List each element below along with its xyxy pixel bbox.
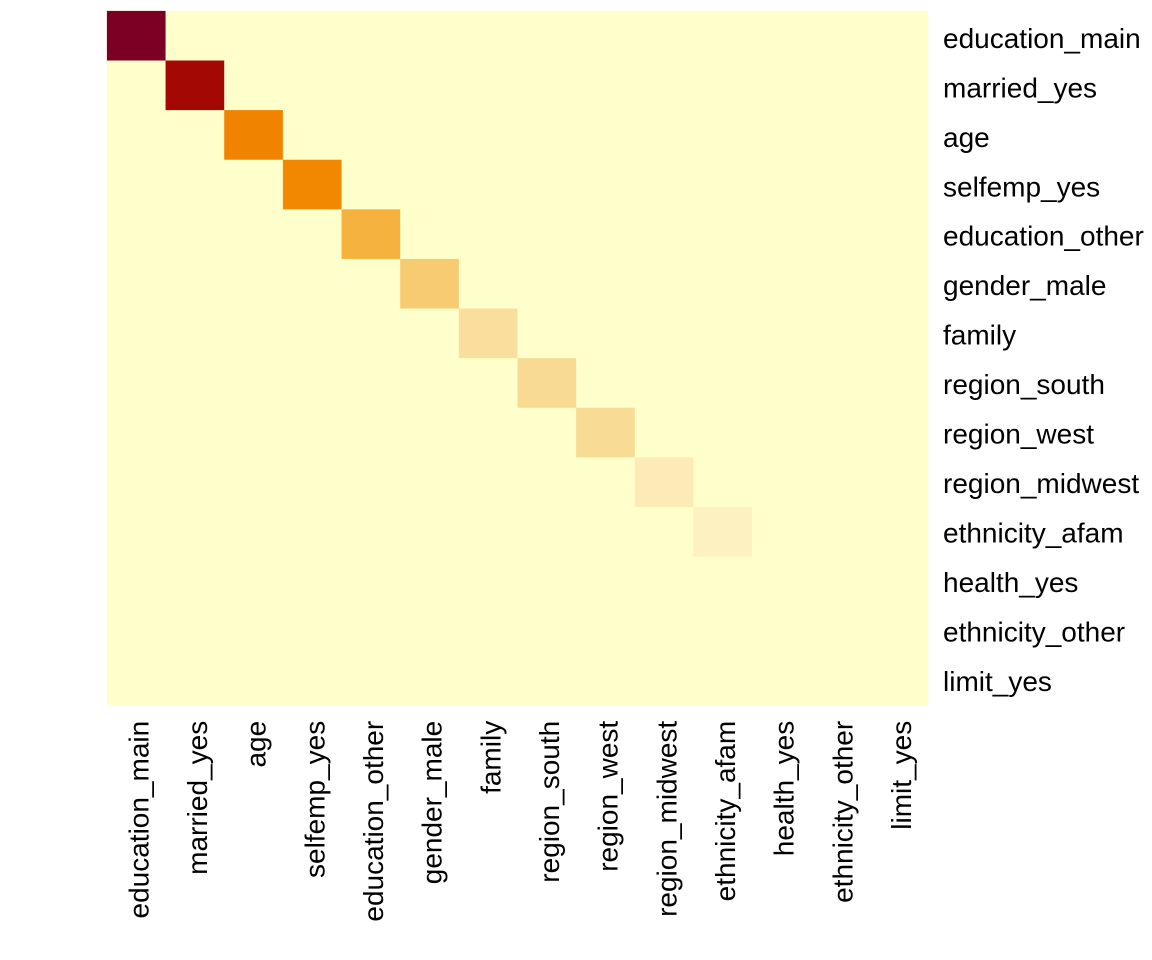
svg-text:age: age <box>943 122 990 153</box>
svg-text:region_midwest: region_midwest <box>651 721 682 917</box>
svg-text:health_yes: health_yes <box>769 721 800 856</box>
svg-text:health_yes: health_yes <box>943 567 1078 598</box>
svg-text:married_yes: married_yes <box>943 72 1097 103</box>
svg-text:limit_yes: limit_yes <box>886 721 917 830</box>
svg-text:ethnicity_other: ethnicity_other <box>943 616 1125 647</box>
svg-text:region_south: region_south <box>943 369 1105 400</box>
svg-text:education_main: education_main <box>123 721 154 919</box>
svg-text:age: age <box>241 721 272 768</box>
svg-text:limit_yes: limit_yes <box>943 666 1052 697</box>
svg-text:education_main: education_main <box>943 23 1141 54</box>
svg-text:married_yes: married_yes <box>182 721 213 875</box>
svg-text:ethnicity_other: ethnicity_other <box>827 721 858 903</box>
svg-text:gender_male: gender_male <box>417 721 448 884</box>
svg-text:region_midwest: region_midwest <box>943 468 1139 499</box>
svg-text:region_south: region_south <box>534 721 565 883</box>
svg-text:ethnicity_afam: ethnicity_afam <box>710 721 741 902</box>
svg-text:region_west: region_west <box>943 419 1094 450</box>
svg-text:education_other: education_other <box>943 221 1144 252</box>
svg-text:family: family <box>475 721 506 794</box>
svg-text:region_west: region_west <box>593 721 624 872</box>
svg-text:selfemp_yes: selfemp_yes <box>299 721 330 878</box>
svg-text:gender_male: gender_male <box>943 270 1106 301</box>
svg-text:ethnicity_afam: ethnicity_afam <box>943 518 1124 549</box>
svg-text:education_other: education_other <box>358 721 389 922</box>
svg-text:selfemp_yes: selfemp_yes <box>943 171 1100 202</box>
svg-text:family: family <box>943 320 1016 351</box>
